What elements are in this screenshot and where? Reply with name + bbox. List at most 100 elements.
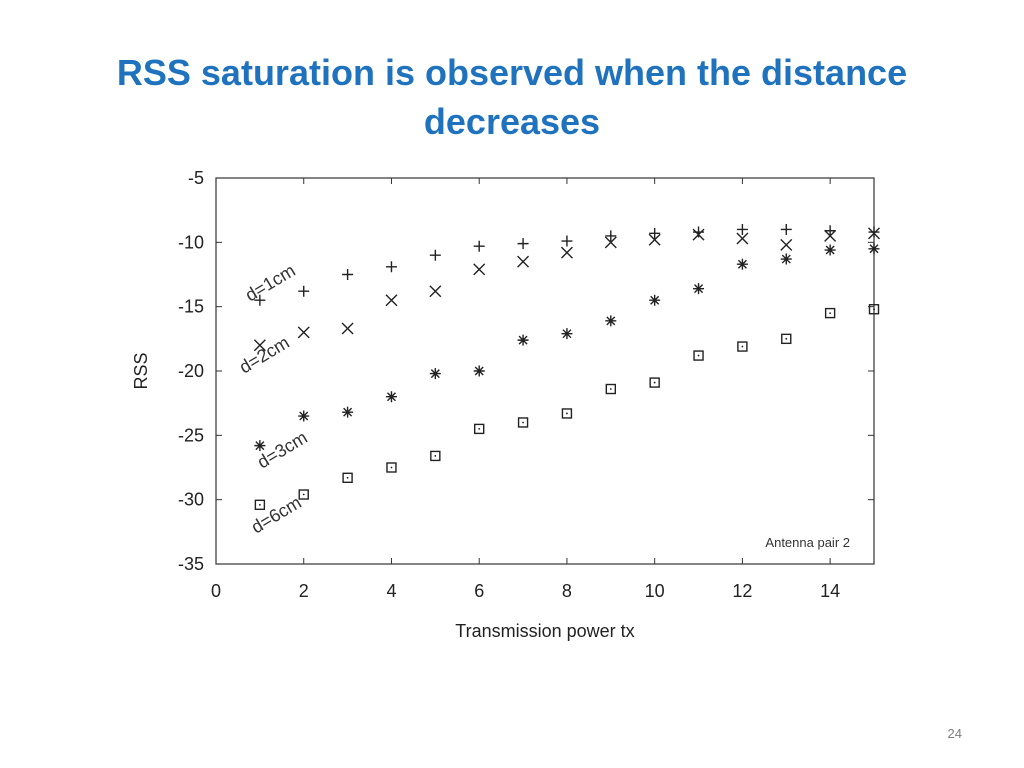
data-point bbox=[649, 294, 661, 306]
data-point bbox=[473, 263, 486, 276]
x-tick-label: 2 bbox=[299, 581, 309, 601]
data-point bbox=[736, 223, 748, 235]
data-point bbox=[385, 261, 397, 273]
series-label: d=3cm bbox=[254, 427, 311, 472]
data-point bbox=[736, 258, 748, 270]
data-point bbox=[473, 365, 485, 377]
x-tick-label: 8 bbox=[562, 581, 572, 601]
data-point-box bbox=[474, 423, 485, 435]
y-axis-label: RSS bbox=[131, 352, 151, 389]
slide-title: RSS saturation is observed when the dist… bbox=[116, 52, 908, 142]
data-point bbox=[780, 223, 792, 235]
data-point bbox=[254, 499, 266, 511]
data-point bbox=[385, 391, 397, 403]
data-point bbox=[868, 226, 880, 238]
y-tick-label: -30 bbox=[178, 490, 204, 510]
data-point bbox=[736, 232, 749, 245]
data-point bbox=[824, 244, 836, 256]
data-point bbox=[824, 307, 836, 319]
page-number: 24 bbox=[947, 726, 962, 741]
data-point-box bbox=[342, 472, 353, 483]
data-point-dot bbox=[785, 337, 788, 340]
y-tick-label: -20 bbox=[178, 361, 204, 381]
data-point bbox=[605, 315, 617, 327]
data-point bbox=[429, 285, 442, 298]
series-d-3cm bbox=[254, 243, 880, 452]
plot-frame bbox=[215, 177, 875, 565]
data-point bbox=[342, 472, 353, 483]
data-point-box bbox=[561, 408, 573, 419]
data-point bbox=[824, 225, 836, 237]
data-point bbox=[342, 406, 354, 418]
data-point bbox=[649, 377, 660, 388]
data-point-box bbox=[693, 350, 704, 361]
data-point bbox=[780, 253, 792, 265]
data-point-dot bbox=[566, 412, 568, 415]
x-tick-label: 0 bbox=[211, 581, 221, 601]
series-label: d=6cm bbox=[248, 492, 305, 537]
data-point bbox=[780, 238, 793, 251]
data-point bbox=[474, 423, 485, 435]
data-point-dot bbox=[697, 354, 700, 357]
data-point bbox=[473, 240, 485, 252]
data-point bbox=[737, 341, 748, 352]
data-point bbox=[253, 339, 266, 352]
data-point bbox=[649, 227, 661, 239]
data-point bbox=[298, 489, 309, 500]
data-point bbox=[341, 322, 354, 335]
data-point bbox=[605, 383, 616, 395]
data-point bbox=[561, 408, 573, 419]
data-point bbox=[781, 333, 792, 345]
x-tick-label: 10 bbox=[645, 581, 665, 601]
data-point bbox=[430, 450, 441, 462]
x-axis-label: Transmission power tx bbox=[455, 621, 634, 641]
data-point-box bbox=[737, 341, 748, 352]
data-point bbox=[561, 328, 573, 340]
data-point bbox=[693, 226, 705, 238]
series-label: d=2cm bbox=[236, 332, 293, 377]
y-tick-label: -10 bbox=[178, 232, 204, 252]
data-point bbox=[604, 236, 617, 249]
data-point-dot bbox=[873, 308, 875, 311]
data-point-box bbox=[605, 383, 616, 395]
data-point bbox=[824, 229, 837, 242]
data-point-dot bbox=[478, 428, 481, 430]
data-point-dot bbox=[609, 388, 612, 390]
x-tick-label: 12 bbox=[732, 581, 752, 601]
data-point bbox=[868, 243, 880, 255]
data-point bbox=[386, 462, 397, 473]
data-point bbox=[342, 269, 354, 280]
data-point-box bbox=[824, 307, 836, 319]
data-point bbox=[254, 440, 266, 452]
data-point bbox=[560, 246, 573, 259]
data-point bbox=[561, 235, 573, 247]
data-point-box bbox=[254, 499, 266, 511]
data-point-box bbox=[517, 417, 529, 428]
series-d-2cm bbox=[253, 227, 880, 352]
series-d-6cm bbox=[254, 304, 880, 511]
y-tick-label: -15 bbox=[178, 297, 204, 317]
y-tick-label: -5 bbox=[188, 168, 204, 188]
data-point-dot bbox=[346, 476, 349, 479]
x-tick-label: 6 bbox=[474, 581, 484, 601]
data-point bbox=[429, 368, 441, 380]
data-point-box bbox=[386, 462, 397, 473]
data-point-dot bbox=[741, 345, 744, 348]
data-point bbox=[517, 334, 529, 346]
data-point bbox=[868, 304, 880, 315]
series-d-1cm bbox=[254, 223, 880, 306]
data-point bbox=[385, 294, 398, 307]
data-point-box bbox=[298, 489, 309, 500]
annotation-text: Antenna pair 2 bbox=[765, 535, 850, 550]
data-point bbox=[868, 227, 880, 240]
y-tick-label: -35 bbox=[178, 554, 204, 574]
data-point bbox=[517, 238, 529, 250]
data-point-box bbox=[868, 304, 880, 315]
y-tick-label: -25 bbox=[178, 425, 204, 445]
data-point bbox=[692, 228, 705, 241]
data-point-dot bbox=[434, 455, 437, 457]
data-point-dot bbox=[829, 312, 832, 314]
data-point-box bbox=[430, 450, 441, 462]
data-point bbox=[429, 249, 441, 261]
